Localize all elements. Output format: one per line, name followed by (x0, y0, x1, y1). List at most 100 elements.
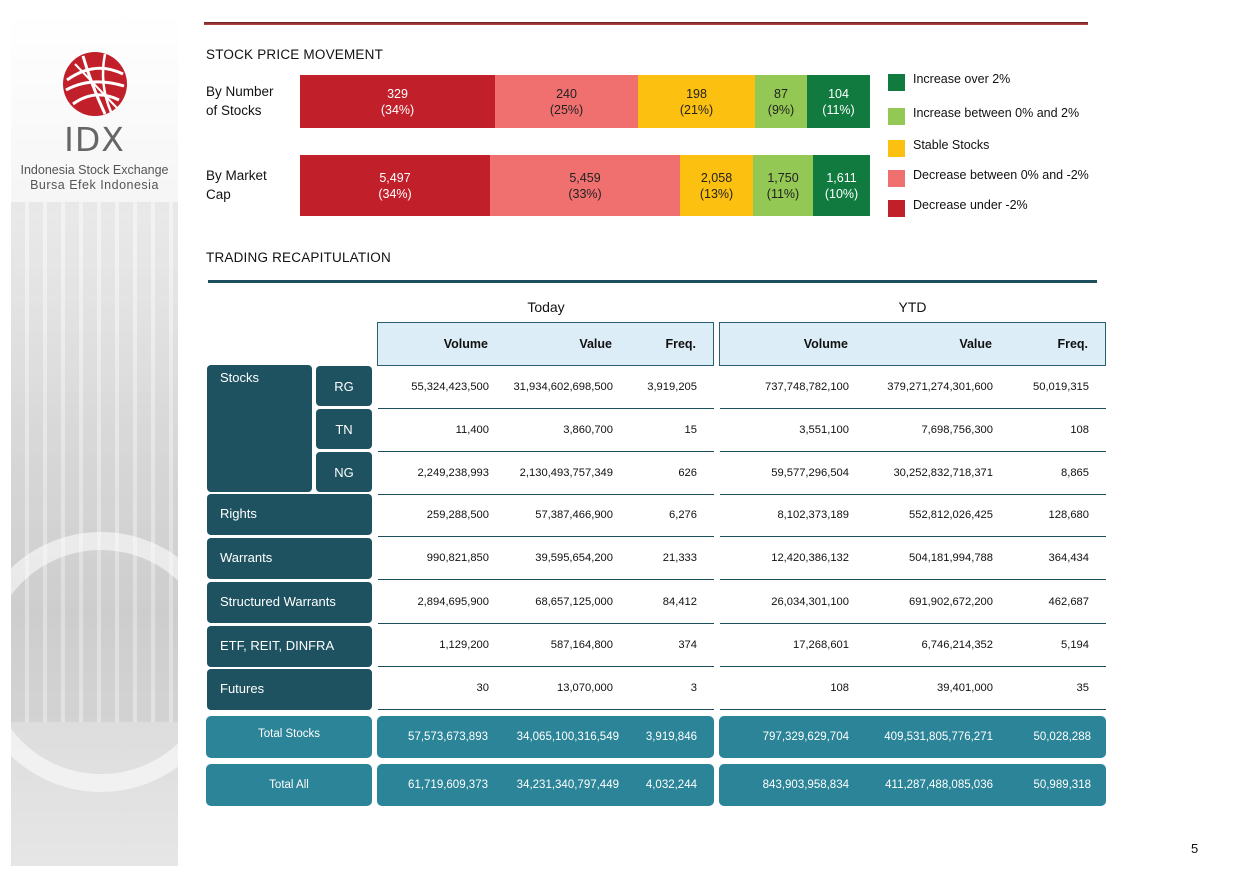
cell-ytd-freq: 50,028,288 (1033, 731, 1091, 743)
cell-today-value: 31,934,602,698,500 (513, 381, 613, 393)
legend-item: Decrease under -2% (888, 198, 1028, 217)
cell-ytd-freq: 5,194 (1061, 639, 1089, 651)
page-number: 5 (1191, 841, 1199, 856)
category-label: Stocks (220, 370, 260, 385)
cell-ytd-freq: 8,865 (1061, 467, 1089, 479)
cell-today-value: 3,860,700 (563, 424, 613, 436)
cell-ytd-freq: 128,680 (1048, 509, 1089, 521)
segment-percent: (33%) (568, 186, 602, 201)
label-line: By Market (206, 168, 267, 183)
legend-label: Decrease between 0% and -2% (913, 168, 1089, 182)
cell-ytd-volume: 8,102,373,189 (777, 509, 849, 521)
segment-percent: (21%) (679, 102, 714, 117)
segment-percent: (10%) (824, 186, 859, 201)
col-header-volume: Volume (443, 337, 488, 351)
board-ng: NG (316, 452, 372, 492)
cell-today-value: 2,130,493,757,349 (519, 467, 613, 479)
segment-increase-over-2: 104 (11%) (807, 75, 870, 128)
category-warrants: Warrants (207, 538, 372, 579)
segment-value: 198 (686, 86, 707, 101)
cell-today-volume: 11,400 (455, 424, 489, 436)
cell-ytd-freq: 108 (1070, 424, 1089, 436)
category-etf-reit-dinfra: ETF, REIT, DINFRA (207, 626, 372, 667)
legend-item: Increase over 2% (888, 72, 1010, 91)
cell-today-freq: 21,333 (662, 552, 697, 564)
header-today: Volume Value Freq. (377, 322, 714, 366)
recap-divider (208, 280, 1097, 283)
label-line: of Stocks (206, 103, 262, 118)
row-divider (720, 578, 1106, 580)
cell-today-freq: 84,412 (662, 596, 697, 608)
row-divider (720, 407, 1106, 409)
segment-decrease-0-2: 5,459 (33%) (490, 155, 680, 216)
cell-today-volume: 61,719,609,373 (408, 779, 488, 791)
cell-today-freq: 3,919,846 (645, 731, 697, 743)
table-row: 2,894,695,900 68,657,125,000 84,412 26,0… (378, 581, 1106, 624)
cell-ytd-value: 411,287,488,085,036 (885, 779, 993, 791)
total-stocks-label: Total Stocks (206, 716, 372, 758)
legend-label: Decrease under -2% (913, 198, 1028, 212)
group-title-today: Today (527, 299, 565, 315)
row-divider (378, 493, 714, 495)
row-divider (378, 708, 714, 710)
table-row: 2,249,238,993 2,130,493,757,349 626 59,5… (378, 452, 1106, 495)
top-divider (204, 22, 1088, 25)
cell-today-value: 68,657,125,000 (535, 596, 613, 608)
segment-increase-0-2: 87 (9%) (755, 75, 807, 128)
cell-ytd-freq: 35 (1076, 682, 1089, 694)
cell-ytd-volume: 26,034,301,100 (771, 596, 849, 608)
row-divider (720, 535, 1106, 537)
segment-decrease-under-2: 329 (34%) (300, 75, 495, 128)
background-curve (11, 532, 178, 792)
cell-today-freq: 3,919,205 (647, 381, 697, 393)
segment-increase-0-2: 1,750 (11%) (753, 155, 813, 216)
row-divider (378, 407, 714, 409)
cell-ytd-value: 30,252,832,718,371 (893, 467, 993, 479)
col-header-freq: Freq. (1057, 337, 1088, 351)
sidebar-panel: IDX Indonesia Stock Exchange Bursa Efek … (11, 12, 178, 866)
legend-swatch (888, 200, 905, 217)
total-stocks-ytd: 797,329,629,704 409,531,805,776,271 50,0… (719, 716, 1106, 758)
header-ytd: Volume Value Freq. (719, 322, 1106, 366)
cell-ytd-volume: 17,268,601 (793, 639, 849, 651)
cell-ytd-freq: 50,989,318 (1033, 779, 1091, 791)
cell-today-volume: 55,324,423,500 (411, 381, 489, 393)
cell-today-value: 587,164,800 (550, 639, 613, 651)
segment-value: 240 (556, 86, 577, 101)
row-divider (720, 450, 1106, 452)
legend-item: Stable Stocks (888, 138, 989, 157)
legend-swatch (888, 74, 905, 91)
category-futures: Futures (207, 669, 372, 710)
logo-subtitle-id: Bursa Efek Indonesia (30, 178, 159, 192)
cell-ytd-value: 7,698,756,300 (921, 424, 993, 436)
segment-value: 5,459 (569, 170, 601, 185)
cell-today-volume: 2,249,238,993 (417, 467, 489, 479)
legend-item: Decrease between 0% and -2% (888, 168, 1089, 187)
legend-swatch (888, 108, 905, 125)
segment-decrease-0-2: 240 (25%) (495, 75, 638, 128)
cell-ytd-value: 409,531,805,776,271 (884, 731, 993, 743)
cell-today-freq: 3 (690, 682, 697, 694)
total-all-ytd: 843,903,958,834 411,287,488,085,036 50,9… (719, 764, 1106, 806)
segment-stable: 2,058 (13%) (680, 155, 753, 216)
cell-today-volume: 259,288,500 (426, 509, 489, 521)
table-row: 55,324,423,500 31,934,602,698,500 3,919,… (378, 366, 1106, 409)
table-row: 1,129,200 587,164,800 374 17,268,601 6,7… (378, 624, 1106, 667)
cell-today-freq: 15 (684, 424, 697, 436)
category-label: ETF, REIT, DINFRA (220, 638, 335, 653)
row-divider (378, 578, 714, 580)
cell-ytd-volume: 843,903,958,834 (762, 779, 849, 791)
cell-today-value: 57,387,466,900 (535, 509, 613, 521)
cell-today-volume: 57,573,673,893 (408, 731, 488, 743)
stock-price-movement-title: STOCK PRICE MOVEMENT (206, 47, 384, 62)
cell-ytd-value: 552,812,026,425 (909, 509, 993, 521)
col-header-freq: Freq. (665, 337, 696, 351)
table-row: 990,821,850 39,595,654,200 21,333 12,420… (378, 537, 1106, 580)
row-divider (720, 493, 1106, 495)
row-divider (720, 622, 1106, 624)
bar-by-market-cap: 5,497 (34%) 5,459 (33%) 2,058 (13%) 1,75… (300, 155, 870, 216)
table-row: 11,400 3,860,700 15 3,551,100 7,698,756,… (378, 409, 1106, 452)
label-line: By Number (206, 84, 274, 99)
cell-today-freq: 626 (678, 467, 697, 479)
segment-increase-over-2: 1,611 (10%) (813, 155, 870, 216)
